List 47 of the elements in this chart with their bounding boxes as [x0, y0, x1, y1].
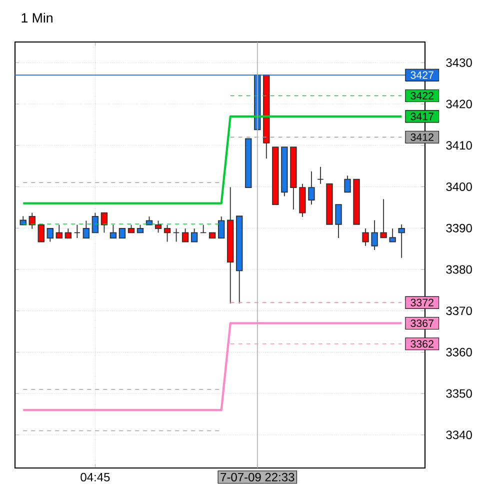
x-tick-label: 7-07-09 22:33 — [220, 472, 294, 482]
candlestick — [380, 198, 387, 238]
candlestick — [308, 170, 315, 205]
candlestick — [92, 212, 99, 234]
ref-line-label: 3427 — [410, 71, 434, 79]
x-tick-label: 04:45 — [80, 472, 110, 482]
candlestick — [46, 228, 54, 242]
y-tick-label: 3420 — [446, 100, 472, 108]
candlestick — [110, 224, 117, 238]
data-label: 3422 — [410, 92, 434, 100]
candlestick — [118, 228, 126, 238]
y-tick-label: 3430 — [446, 58, 472, 67]
y-tick-label: 3400 — [446, 182, 472, 192]
chart-title: 1 Min — [22, 12, 52, 22]
candlestick — [362, 228, 369, 246]
candlestick — [164, 224, 171, 242]
y-tick-label: 3370 — [446, 306, 472, 316]
y-tick-label: 3340 — [446, 430, 472, 440]
candlestick — [190, 228, 198, 242]
candlestick — [200, 224, 207, 234]
candlestick — [398, 224, 405, 258]
data-label: 3372 — [410, 298, 434, 306]
y-tick-label: 3380 — [446, 265, 472, 274]
candlestick — [389, 228, 396, 242]
candlestick — [218, 216, 225, 238]
candlestick — [28, 212, 36, 230]
candlestick — [344, 175, 351, 193]
candlestick — [38, 224, 44, 242]
candlestick — [100, 212, 108, 234]
candlestick — [172, 228, 180, 242]
data-label: 3412 — [410, 133, 434, 141]
candlestick — [74, 224, 81, 238]
candlestick — [371, 220, 378, 250]
candlestick — [56, 224, 63, 238]
candlestick — [82, 220, 90, 238]
data-label: 3367 — [410, 319, 434, 328]
y-tick-label: 3410 — [446, 141, 472, 150]
candlestick — [64, 228, 72, 238]
data-label: 3417 — [410, 112, 434, 120]
y-tick-label: 3350 — [446, 389, 472, 398]
candlestick — [154, 220, 162, 234]
data-label: 3362 — [410, 340, 434, 348]
y-tick-label: 3390 — [446, 224, 472, 232]
y-tick-label: 3360 — [446, 348, 472, 356]
candlestick — [335, 204, 342, 238]
candlestick — [182, 228, 189, 242]
candlestick — [317, 166, 324, 184]
